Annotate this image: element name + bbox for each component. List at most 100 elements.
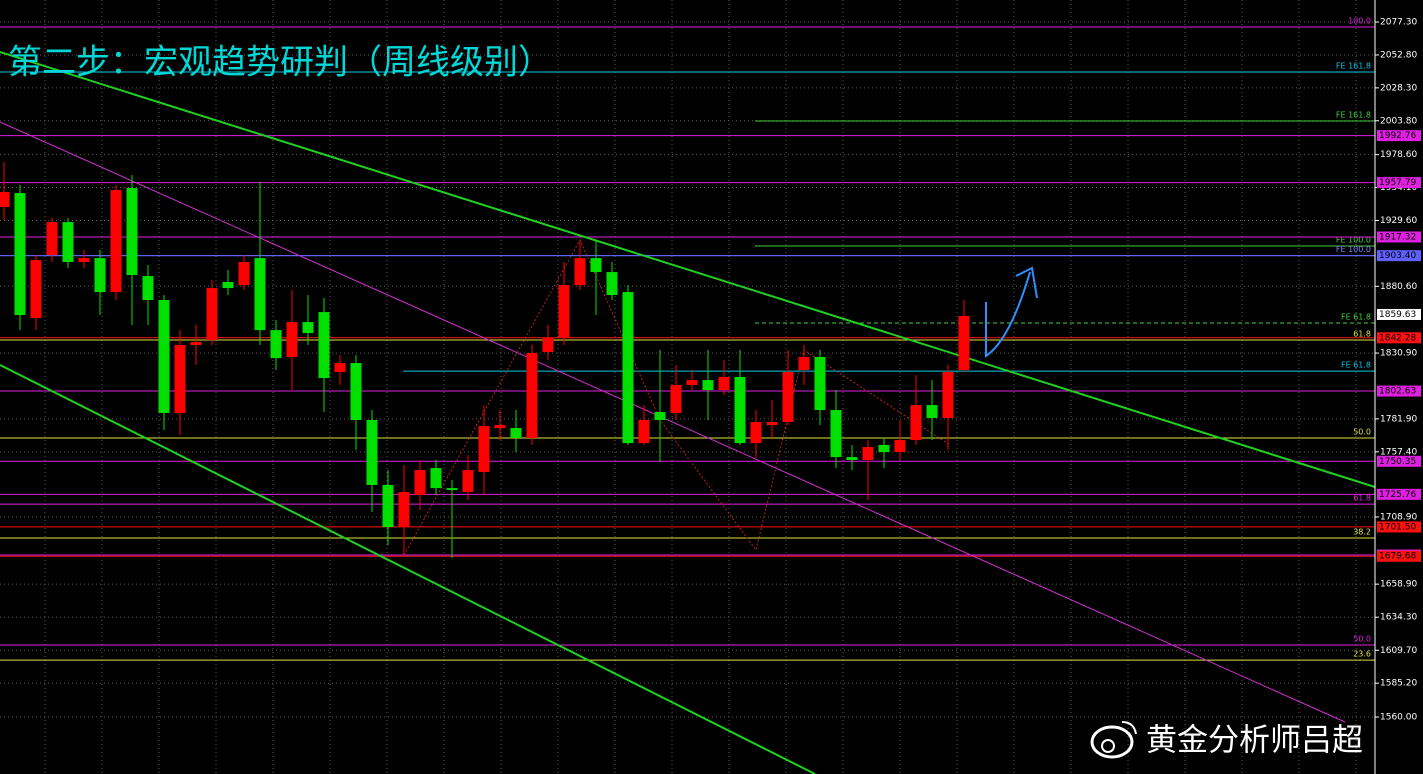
fib-label: 61.8	[1353, 494, 1371, 503]
level-box	[1377, 231, 1421, 243]
level-box	[1377, 455, 1421, 467]
arrow	[985, 271, 1031, 358]
level-box	[1377, 332, 1421, 344]
candle-body	[750, 421, 762, 444]
y-tick-label: 2077.30	[1380, 18, 1417, 28]
candle-body	[590, 258, 602, 273]
candle-body	[958, 315, 970, 371]
level-label: 1842.28	[1379, 333, 1416, 343]
y-tick-label: 1757.40	[1380, 447, 1417, 457]
channel-line	[0, 121, 1346, 723]
candle-body	[110, 190, 122, 293]
level-box	[1377, 385, 1421, 397]
candle-body	[158, 300, 170, 413]
candle-body	[846, 457, 858, 461]
candle-body	[830, 410, 842, 458]
candle-body	[318, 312, 330, 379]
candle-body	[414, 470, 426, 495]
candle-body	[558, 285, 570, 339]
candle-body	[510, 428, 522, 438]
y-tick-label: 1830.90	[1380, 349, 1417, 359]
candle-body	[606, 272, 618, 296]
candle-body	[46, 222, 58, 255]
chart-title: 第二步：宏观趋势研判（周线级别）	[8, 43, 552, 83]
fib-label: FE 61.8	[1341, 312, 1371, 321]
level-label: 1992.76	[1379, 131, 1416, 141]
watermark-logo	[1101, 739, 1115, 753]
candle-body	[334, 363, 346, 373]
candle-body	[686, 380, 698, 386]
level-label: 1957.79	[1379, 178, 1416, 188]
fib-label: 61.8	[1353, 330, 1371, 339]
candle-body	[782, 372, 794, 422]
candle-body	[542, 338, 554, 353]
trend-line	[0, 51, 1376, 488]
y-tick-label: 1634.30	[1380, 613, 1417, 623]
watermark: 黄金分析师吕超	[1090, 721, 1363, 759]
levels: 100.0 FE 161.8 FE 161.8 FE 100.0FE 100.0 FE …	[0, 17, 1375, 661]
fib-label: 100.0	[1348, 17, 1371, 26]
level-label: 1802.63	[1379, 387, 1416, 397]
y-tick-label: 1880.60	[1380, 282, 1417, 292]
candle-body	[718, 376, 730, 391]
level-label: 1750.35	[1379, 457, 1416, 467]
candle-body	[14, 193, 26, 316]
level-box	[1377, 550, 1421, 562]
candle-body	[910, 405, 922, 441]
candle-body	[926, 405, 938, 418]
candle-body	[206, 288, 218, 341]
fib-label: FE 100.0	[1336, 245, 1371, 254]
fib-label: FE 61.8	[1341, 361, 1371, 370]
y-tick-label: 1585.20	[1380, 679, 1417, 689]
fib-label: 50.0	[1353, 427, 1371, 436]
level-box	[1377, 250, 1421, 262]
arrow-head	[1015, 266, 1038, 299]
candle-body	[798, 356, 810, 371]
candle-body	[670, 385, 682, 413]
watermark-logo	[1090, 725, 1134, 759]
candle-body	[894, 440, 906, 453]
candle-body	[638, 419, 650, 444]
y-tick-label: 1929.60	[1380, 216, 1417, 226]
level-label: 1679.68	[1379, 552, 1416, 562]
candle-body	[126, 188, 138, 276]
y-tick-label: 1978.60	[1380, 150, 1417, 160]
watermark-text: 黄金分析师吕超	[1146, 723, 1363, 759]
watermark-logo	[1121, 721, 1137, 735]
level-box	[1377, 177, 1421, 189]
candle-body	[766, 421, 778, 426]
candle-body	[30, 260, 42, 319]
current-price-label: 1859.63	[1379, 310, 1416, 320]
fib-label: 23.6	[1353, 650, 1371, 659]
candles	[0, 162, 970, 559]
fib-label: 38.2	[1353, 527, 1371, 536]
candle-body	[462, 470, 474, 492]
trend-line	[0, 364, 816, 774]
level-label: 1903.40	[1379, 251, 1416, 261]
candle-body	[862, 446, 874, 461]
level-box	[1377, 488, 1421, 500]
candle-body	[142, 276, 154, 301]
candle-body	[734, 376, 746, 444]
candle-body	[382, 485, 394, 528]
candle-body	[478, 426, 490, 472]
candle-body	[254, 258, 266, 331]
fib-label: 50.0	[1353, 635, 1371, 644]
candle-body	[350, 363, 362, 420]
y-tick-label: 2028.30	[1380, 83, 1417, 93]
candle-body	[0, 191, 10, 208]
candle-body	[942, 372, 954, 418]
current-price-box	[1377, 308, 1421, 320]
candle-body	[398, 491, 410, 528]
level-box	[1377, 130, 1421, 142]
candle-body	[622, 292, 634, 444]
candle-body	[222, 282, 234, 289]
y-tick-label: 1708.90	[1380, 512, 1417, 522]
candle-body	[286, 322, 298, 357]
fib-label: FE 100.0	[1336, 235, 1371, 244]
candle-body	[238, 261, 250, 286]
candle-body	[878, 444, 890, 453]
candle-body	[94, 258, 106, 293]
